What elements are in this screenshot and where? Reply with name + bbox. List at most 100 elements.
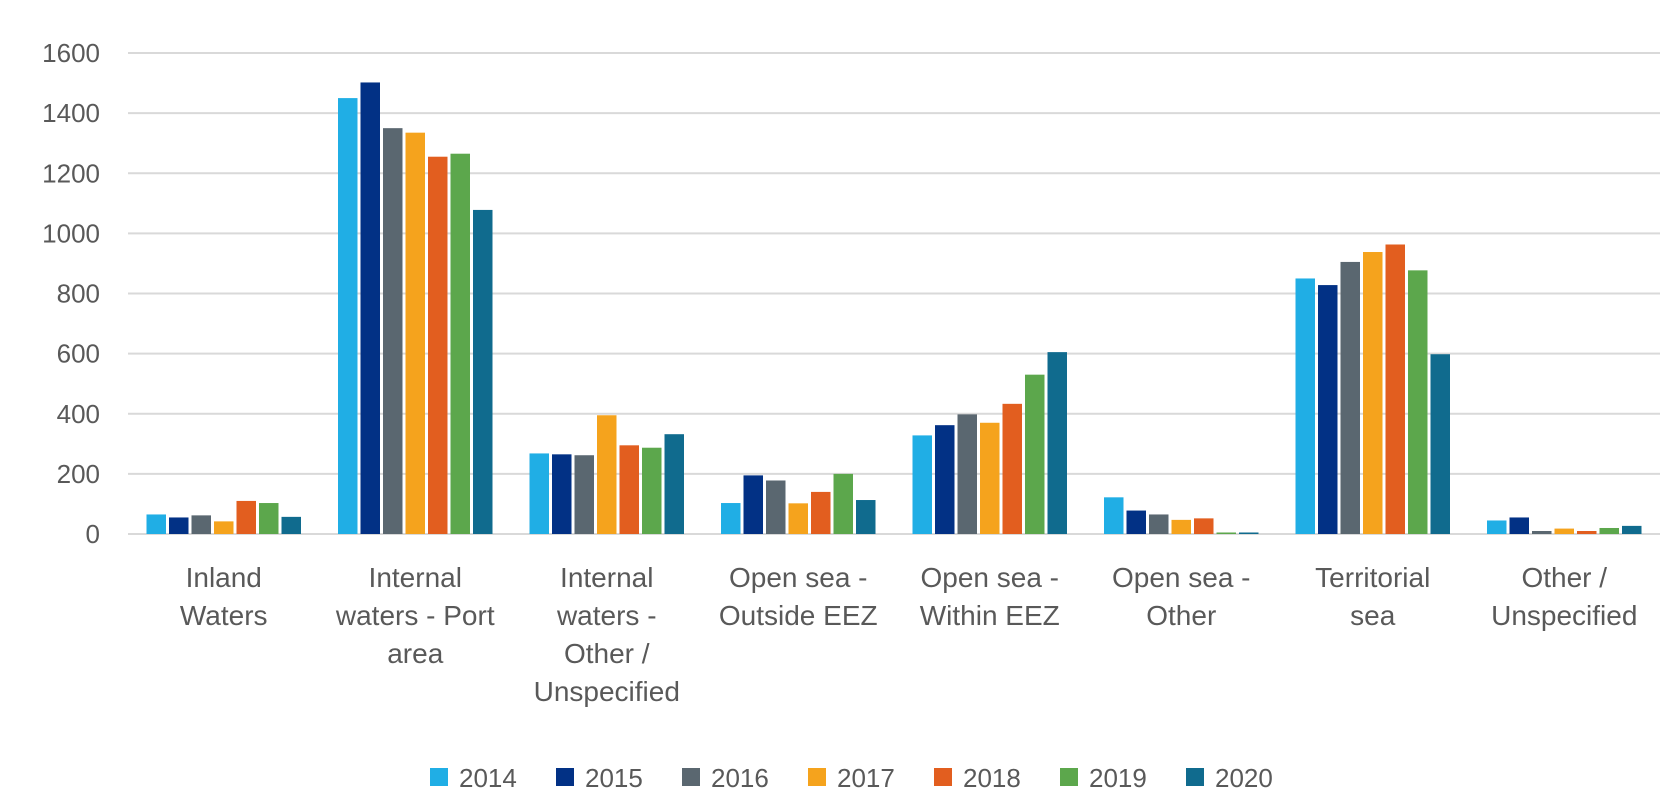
bar-2014 xyxy=(529,453,549,534)
bar-2020 xyxy=(1047,352,1067,534)
bar-2015 xyxy=(1318,285,1338,534)
x-tick-label: Internal waters - Other / Unspecified xyxy=(534,562,680,707)
x-tick-label: Inland Waters xyxy=(180,562,268,631)
legend-label: 2017 xyxy=(837,763,895,793)
x-tick-label-line: Within EEZ xyxy=(920,600,1060,631)
bar-2020 xyxy=(473,209,493,534)
bar-2020 xyxy=(1622,525,1642,534)
bar-2018 xyxy=(1002,403,1022,534)
bar-2018 xyxy=(428,156,448,534)
legend-swatch xyxy=(556,768,574,786)
x-tick-label: Territorial sea xyxy=(1315,562,1430,631)
x-tick-label: Other / Unspecified xyxy=(1491,562,1637,631)
y-tick-label: 400 xyxy=(57,399,100,429)
bar-2019 xyxy=(1025,374,1045,534)
legend-swatch xyxy=(430,768,448,786)
x-tick-label-line: Open sea - xyxy=(1112,562,1251,593)
bar-2017 xyxy=(788,503,808,534)
bar-2016 xyxy=(766,480,786,534)
x-tick-label-line: Other / xyxy=(564,638,650,669)
legend-label: 2014 xyxy=(459,763,517,793)
x-tick-label-line: Waters xyxy=(180,600,268,631)
y-tick-label: 600 xyxy=(57,339,100,369)
bar-2019 xyxy=(642,447,662,534)
bar-2017 xyxy=(980,422,1000,534)
bar-2015 xyxy=(360,82,380,535)
bar-2017 xyxy=(214,521,234,534)
x-tick-label: Open sea - Within EEZ xyxy=(920,562,1060,631)
bar-2015 xyxy=(169,517,189,534)
bar-2018 xyxy=(236,500,256,534)
bar-2014 xyxy=(1104,497,1124,534)
bar-2015 xyxy=(743,475,763,534)
bar-2018 xyxy=(1577,530,1597,534)
bar-2016 xyxy=(383,128,403,534)
bar-2016 xyxy=(191,515,211,534)
bar-2020 xyxy=(1430,354,1450,534)
bar-2018 xyxy=(619,445,639,534)
bar-2015 xyxy=(935,425,955,534)
y-tick-label: 1400 xyxy=(42,98,100,128)
legend-label: 2015 xyxy=(585,763,643,793)
bar-2015 xyxy=(1509,517,1529,534)
bar-2014 xyxy=(721,503,741,534)
bar-2017 xyxy=(1171,519,1191,534)
bar-2018 xyxy=(1385,244,1405,535)
legend-swatch xyxy=(808,768,826,786)
bar-2014 xyxy=(1295,278,1315,534)
legend-swatch xyxy=(934,768,952,786)
y-tick-label: 200 xyxy=(57,459,100,489)
y-tick-label: 1200 xyxy=(42,158,100,188)
bar-2014 xyxy=(146,514,166,534)
x-tick-label-line: waters - Port xyxy=(335,600,495,631)
legend-label: 2018 xyxy=(963,763,1021,793)
x-tick-label-line: Unspecified xyxy=(1491,600,1637,631)
legend-label: 2016 xyxy=(711,763,769,793)
x-tick-label-line: Outside EEZ xyxy=(719,600,878,631)
bar-2017 xyxy=(405,132,425,534)
bar-2020 xyxy=(664,434,684,534)
x-tick-label-line: Open sea - xyxy=(729,562,868,593)
legend-label: 2019 xyxy=(1089,763,1147,793)
x-tick-label: Open sea - Other xyxy=(1112,562,1251,631)
bar-2018 xyxy=(811,491,831,534)
bar-2019 xyxy=(1408,270,1428,534)
x-tick-label-line: Open sea - xyxy=(920,562,1059,593)
bar-2016 xyxy=(1532,530,1552,534)
y-tick-label: 1600 xyxy=(42,38,100,68)
x-tick-label-line: Internal xyxy=(369,562,462,593)
x-tick-label-line: waters - xyxy=(556,600,657,631)
x-tick-label-line: sea xyxy=(1350,600,1396,631)
bar-2019 xyxy=(833,473,853,534)
legend-swatch xyxy=(682,768,700,786)
bar-2019 xyxy=(450,153,470,534)
bar-2017 xyxy=(1363,252,1383,535)
x-tick-label-line: Other / xyxy=(1521,562,1607,593)
bar-2014 xyxy=(1487,520,1507,534)
bar-2014 xyxy=(338,98,358,534)
bar-2017 xyxy=(597,415,617,534)
bar-2019 xyxy=(1216,532,1236,534)
legend-swatch xyxy=(1060,768,1078,786)
bar-2019 xyxy=(259,503,279,534)
x-tick-label: Internal waters - Port area xyxy=(335,562,495,669)
x-tick-label-line: Territorial xyxy=(1315,562,1430,593)
legend-swatch xyxy=(1186,768,1204,786)
x-tick-label-line: Unspecified xyxy=(534,676,680,707)
bar-2019 xyxy=(1599,527,1619,534)
bar-2016 xyxy=(574,455,594,534)
y-tick-label: 0 xyxy=(86,519,100,549)
bar-2020 xyxy=(281,516,301,534)
bar-2014 xyxy=(912,435,932,534)
x-tick-label-line: Internal xyxy=(560,562,653,593)
bar-2016 xyxy=(1149,514,1169,534)
legend-label: 2020 xyxy=(1215,763,1273,793)
bar-2015 xyxy=(552,454,572,534)
bar-2017 xyxy=(1554,528,1574,534)
x-tick-label-line: area xyxy=(387,638,443,669)
bar-2015 xyxy=(1126,510,1146,534)
bar-2020 xyxy=(856,500,876,534)
y-tick-label: 1000 xyxy=(42,218,100,248)
